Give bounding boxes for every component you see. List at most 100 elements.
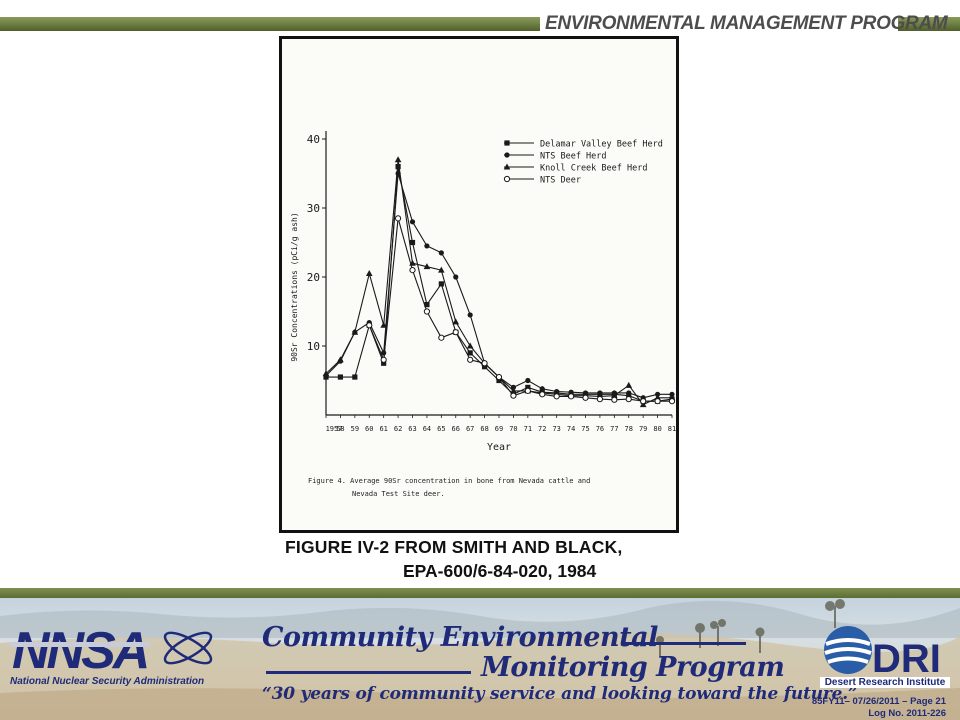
x-tick-label: 71 — [524, 425, 532, 433]
data-point — [395, 164, 401, 170]
data-point — [380, 321, 387, 328]
data-point — [567, 393, 575, 400]
data-point — [423, 308, 431, 315]
data-point — [640, 398, 647, 405]
figure-caption: Figure 4. Average 90Sr concentration in … — [308, 475, 668, 501]
x-tick-label: 1957 — [326, 425, 343, 433]
data-point — [452, 329, 459, 336]
svg-text:NNSA: NNSA — [12, 624, 147, 674]
x-tick-label: 59 — [351, 425, 359, 433]
data-point — [423, 263, 431, 270]
legend-marker — [504, 140, 510, 146]
data-point — [351, 328, 359, 335]
y-tick-label: 40 — [307, 133, 320, 146]
dri-logo-icon: DRI — [824, 626, 941, 681]
program-title-line1: Community Environmental — [262, 622, 658, 653]
data-point — [625, 381, 633, 388]
data-point — [438, 334, 445, 341]
data-point — [481, 364, 488, 370]
x-tick-label: 68 — [480, 425, 488, 433]
legend-label: NTS Deer — [540, 176, 581, 186]
header-title: ENVIRONMENTAL MANAGEMENT PROGRAM — [540, 12, 948, 36]
program-title-line2: Monitoring Program — [481, 652, 785, 683]
x-tick-label: 81 — [668, 425, 676, 433]
data-point — [337, 374, 344, 380]
legend-label: Knoll Creek Beef Herd — [540, 164, 647, 174]
x-tick-label: 60 — [365, 425, 373, 433]
figure-caption-line2: Nevada Test Site deer. — [352, 490, 445, 498]
data-point — [626, 390, 632, 396]
data-point — [596, 396, 604, 403]
data-point — [381, 360, 387, 366]
data-point — [626, 393, 632, 399]
legend-marker — [504, 152, 510, 158]
data-point — [409, 239, 416, 246]
x-axis-label: Year — [487, 442, 511, 453]
footer: NNSA National Nuclear Security Administr… — [0, 598, 960, 720]
data-point — [365, 270, 373, 277]
data-point — [438, 266, 445, 273]
data-point — [553, 393, 560, 400]
figure-title-line2: EPA-600/6-84-020, 1984 — [403, 561, 597, 581]
data-point — [409, 219, 416, 225]
program-title-rule — [622, 642, 746, 645]
data-point — [424, 302, 430, 308]
data-point — [539, 386, 545, 392]
data-point — [467, 312, 473, 318]
data-point — [525, 377, 531, 384]
x-tick-label: 62 — [394, 425, 402, 433]
data-point — [394, 215, 402, 222]
data-point — [452, 318, 460, 325]
data-point — [438, 250, 444, 256]
y-tick-label: 10 — [307, 340, 320, 353]
data-point — [654, 398, 661, 405]
data-point — [424, 243, 430, 249]
data-point — [539, 391, 546, 398]
x-tick-label: 76 — [596, 425, 604, 433]
data-point — [466, 342, 474, 349]
data-point — [352, 374, 358, 380]
data-point — [611, 392, 618, 399]
series-line — [325, 159, 672, 406]
data-point — [409, 267, 416, 274]
x-tick-label: 67 — [466, 425, 474, 433]
nnsa-name: National Nuclear Security Administration — [10, 676, 205, 687]
data-point — [495, 373, 503, 381]
x-tick-label: 72 — [538, 425, 546, 433]
x-tick-label: 65 — [437, 425, 445, 433]
data-point — [582, 394, 589, 401]
data-point — [611, 396, 618, 403]
data-point — [510, 392, 517, 399]
desert-landscape — [0, 599, 960, 720]
data-point — [453, 274, 459, 280]
x-tick-label: 69 — [495, 425, 503, 433]
x-tick-label: 58 — [336, 425, 344, 433]
x-tick-label: 61 — [379, 425, 387, 433]
x-tick-label: 75 — [581, 425, 589, 433]
data-point — [394, 156, 402, 163]
data-point — [467, 356, 474, 363]
data-point — [496, 377, 502, 384]
data-point — [524, 387, 531, 394]
log-number: Log No. 2011-226 — [868, 707, 946, 719]
x-tick-label: 73 — [552, 425, 560, 433]
legend-label: Delamar Valley Beef Herd — [540, 140, 663, 150]
data-point — [625, 396, 632, 403]
series-line — [326, 166, 673, 402]
footer-band — [0, 588, 960, 598]
x-tick-label: 70 — [509, 425, 517, 433]
x-tick-label: 74 — [567, 425, 575, 433]
nnsa-logo-icon: NNSA — [10, 624, 213, 674]
series-line — [368, 217, 672, 402]
x-tick-label: 78 — [625, 425, 633, 433]
data-point — [366, 322, 373, 329]
y-axis-label: 90Sr Concentrations (pCi/g ash) — [290, 212, 299, 361]
page-number: 85FY11– 07/26/2011 – Page 21 — [811, 696, 946, 707]
legend-marker — [503, 175, 511, 183]
program-tagline: “30 years of community service and looki… — [262, 684, 858, 704]
data-point — [322, 370, 330, 377]
data-point — [510, 387, 517, 394]
legend-label: NTS Beef Herd — [540, 152, 607, 162]
page-reference: 85FY11– 07/26/2011 – Page 21 Log No. 201… — [746, 696, 946, 719]
